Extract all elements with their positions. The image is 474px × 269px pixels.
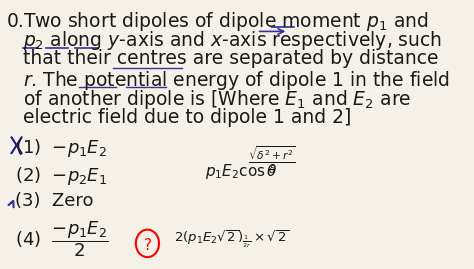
Text: $p_2$ along $y$-axis and $x$-axis respectively, such: $p_2$ along $y$-axis and $x$-axis respec… bbox=[23, 29, 442, 52]
Text: that their centres are separated by distance: that their centres are separated by dist… bbox=[23, 49, 439, 68]
Text: of another dipole is [Where $E_1$ and $E_2$ are: of another dipole is [Where $E_1$ and $E… bbox=[23, 88, 411, 111]
Text: electric field due to dipole 1 and 2]: electric field due to dipole 1 and 2] bbox=[23, 108, 352, 127]
Text: ?: ? bbox=[144, 238, 152, 253]
Text: $r$. The potential energy of dipole 1 in the field: $r$. The potential energy of dipole 1 in… bbox=[23, 69, 450, 92]
Text: Two short dipoles of dipole moment $p_1$ and: Two short dipoles of dipole moment $p_1$… bbox=[23, 10, 428, 33]
Text: $p_1 E_2 \cos\theta$: $p_1 E_2 \cos\theta$ bbox=[205, 162, 278, 181]
Text: $2(p_1 E_2\sqrt{2})_{\frac{1}{2r}} \times \sqrt{2}$: $2(p_1 E_2\sqrt{2})_{\frac{1}{2r}} \time… bbox=[174, 229, 289, 250]
Text: $\frac{\sqrt{\delta^2+r^2}}{\delta}$: $\frac{\sqrt{\delta^2+r^2}}{\delta}$ bbox=[248, 145, 296, 176]
Text: (2)  $-p_2 E_1$: (2) $-p_2 E_1$ bbox=[15, 165, 107, 187]
Text: (3)  Zero: (3) Zero bbox=[15, 192, 93, 210]
Text: (1)  $-p_1 E_2$: (1) $-p_1 E_2$ bbox=[15, 137, 107, 160]
Text: (4)  $\dfrac{-p_1 E_2}{2}$: (4) $\dfrac{-p_1 E_2}{2}$ bbox=[15, 220, 109, 260]
Text: 0.: 0. bbox=[7, 12, 24, 31]
